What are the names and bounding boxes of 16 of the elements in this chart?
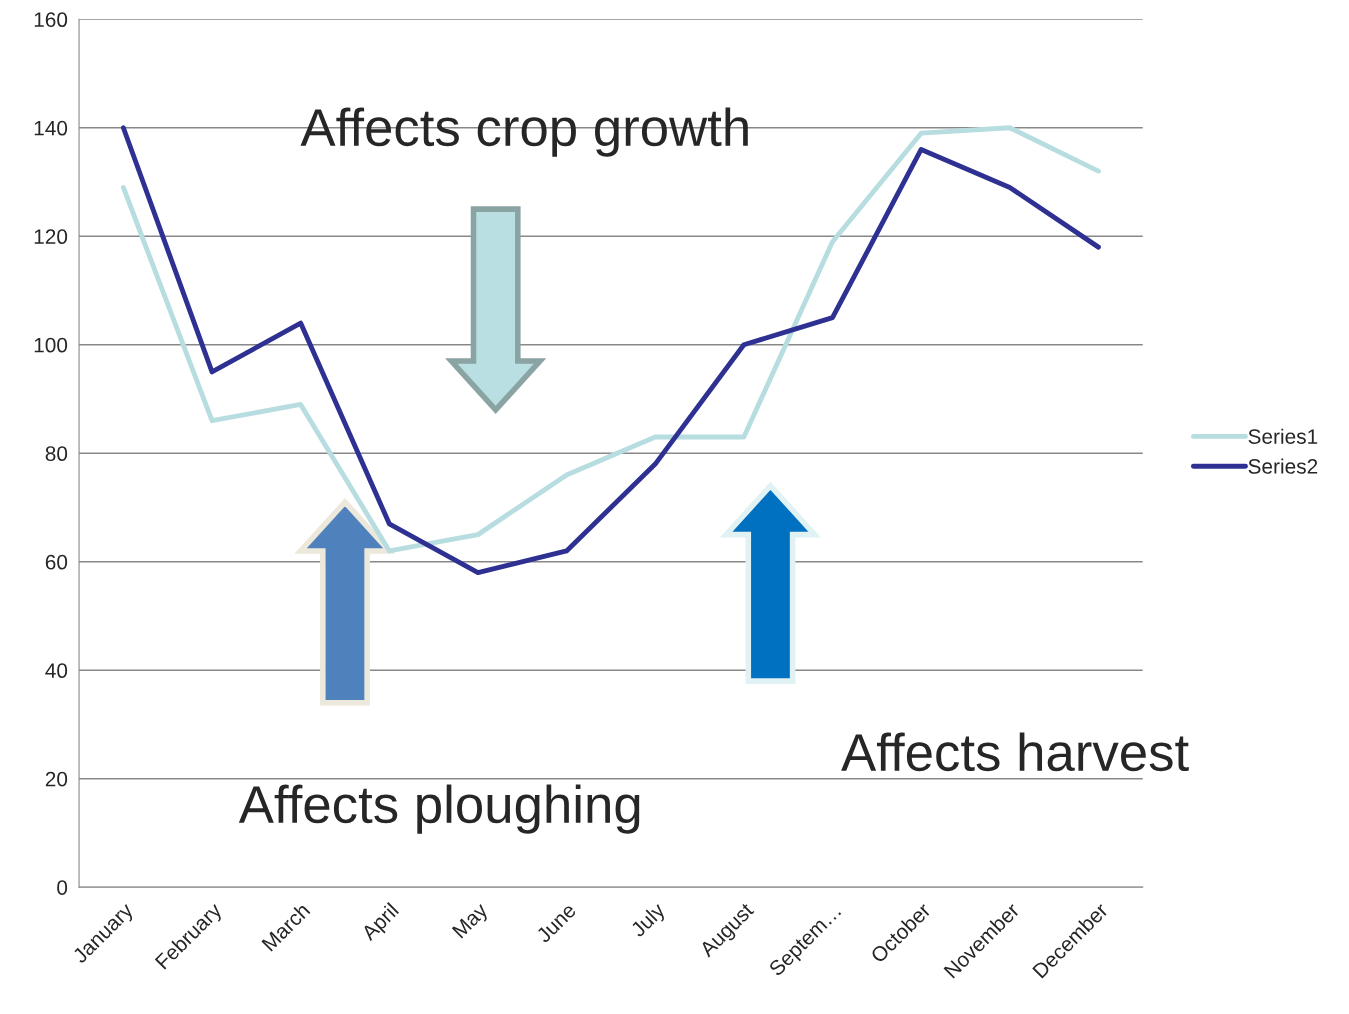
y-tick-label: 60 [45,554,68,570]
annotation: Affects harvest [841,732,1189,772]
y-tick-label: 40 [45,663,68,679]
x-tick-label: May [451,901,492,942]
y-tick-label: 140 [34,120,68,136]
y-tick-label: 0 [57,880,68,895]
y-tick-label: 80 [45,446,68,462]
y-tick-label: 20 [45,771,68,787]
legend-label: Series2 [1248,458,1318,474]
y-tick-label: 120 [34,229,68,245]
y-tick-label: 100 [34,337,68,353]
x-tick-label: July [629,901,669,941]
y-tick-label: 160 [34,12,68,28]
annotation: Affects ploughing [238,784,640,834]
annotation: Affects crop growth [300,107,748,157]
legend-label: Series1 [1248,428,1318,444]
